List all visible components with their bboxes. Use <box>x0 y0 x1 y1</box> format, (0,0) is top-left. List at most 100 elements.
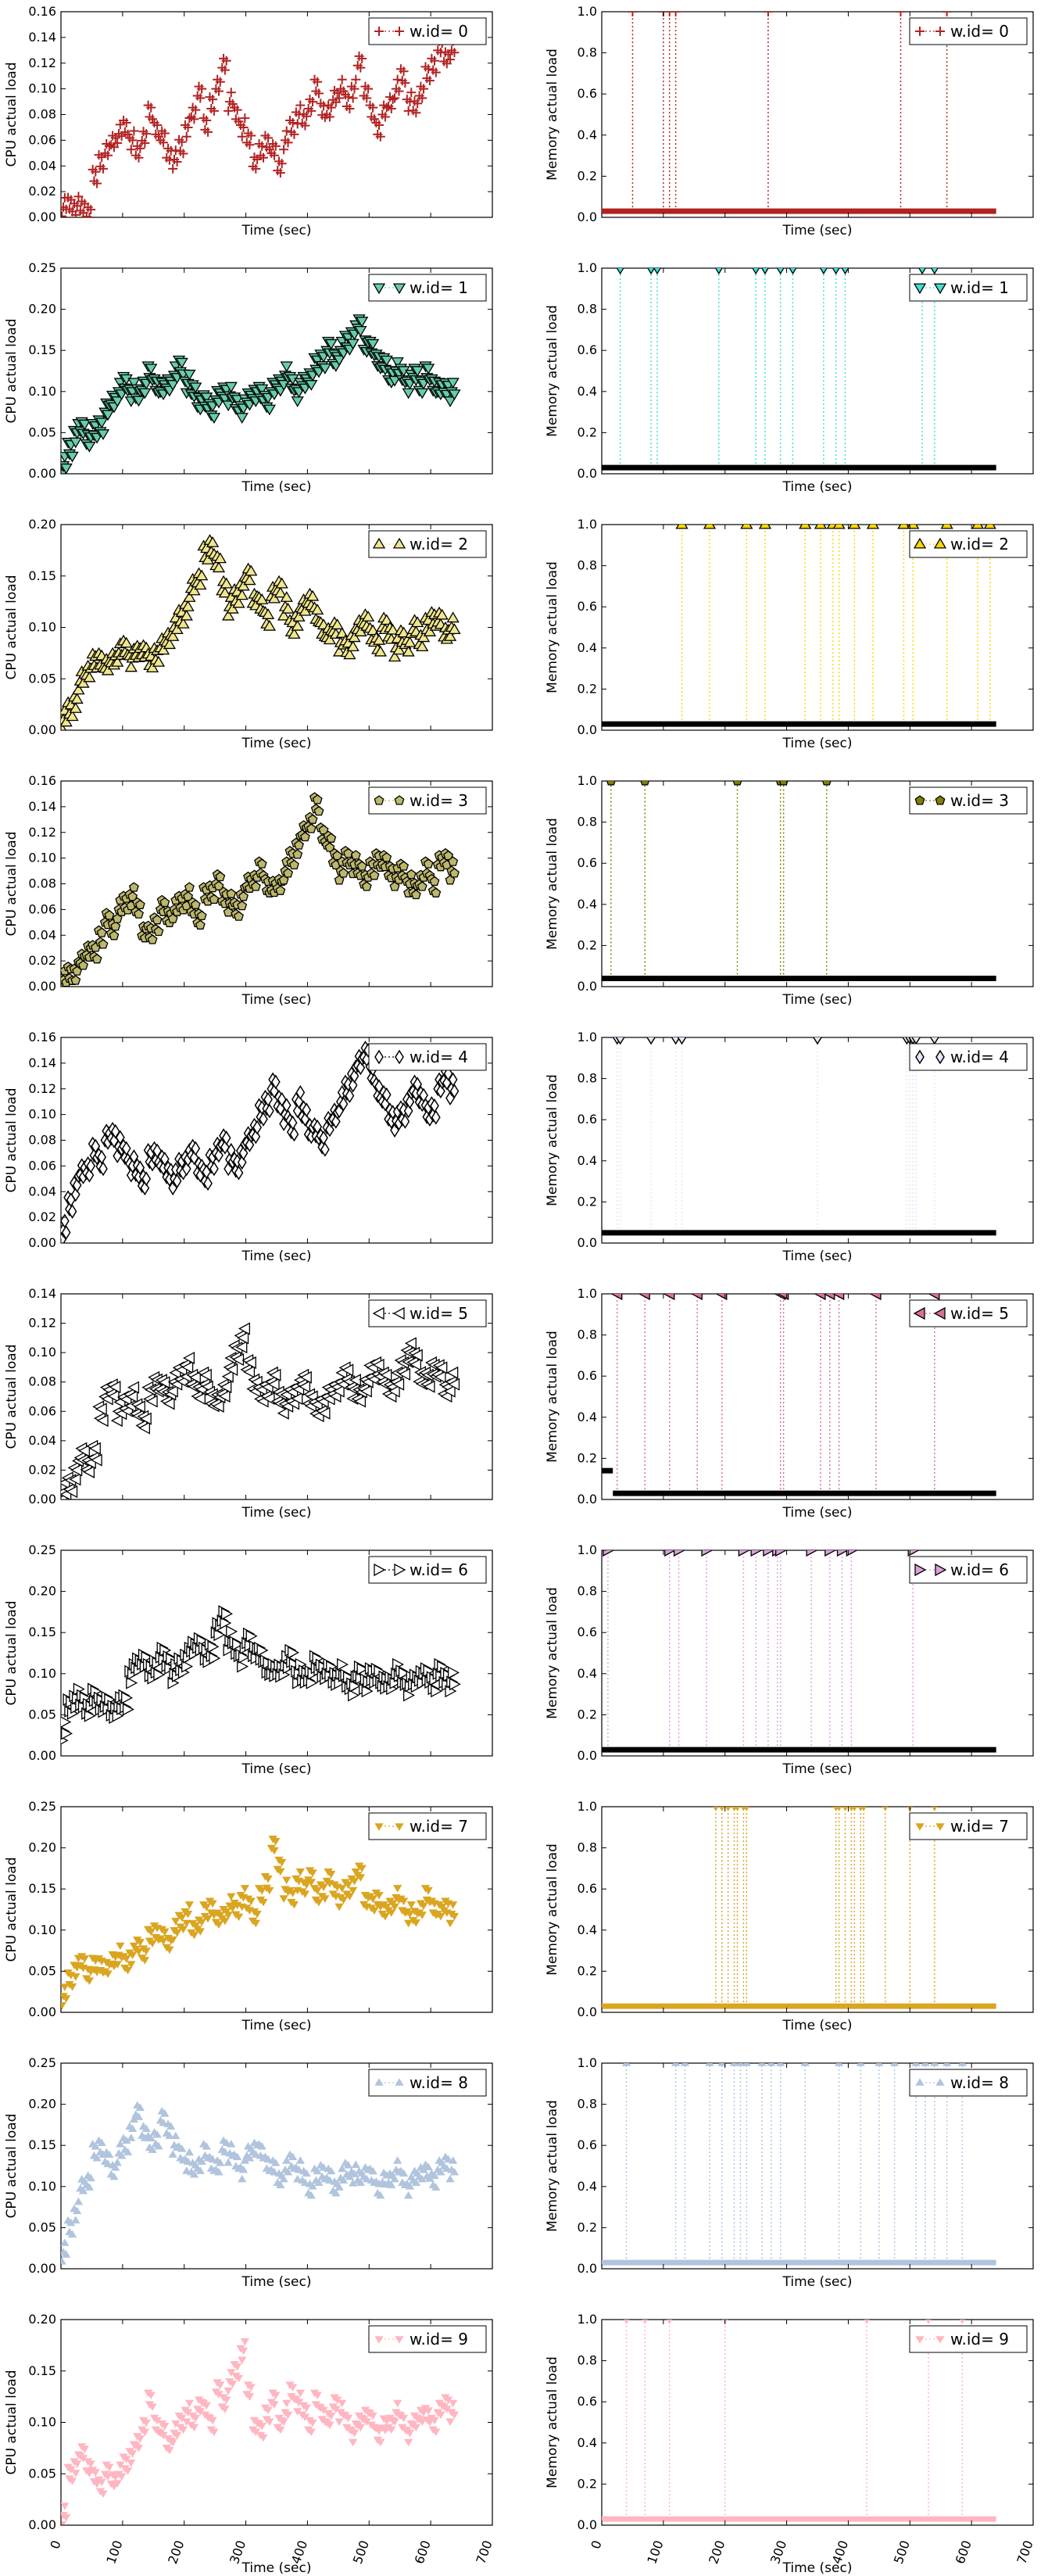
y-tick-label: 0.14 <box>28 799 56 814</box>
y-tick-label: 0.00 <box>28 2261 56 2276</box>
data-point <box>776 268 785 275</box>
data-point <box>218 1389 231 1403</box>
data-point <box>638 1294 650 1301</box>
data-point <box>78 419 91 431</box>
data-point <box>83 441 96 453</box>
chart-cpu-5: 0.00 0.02 0.04 0.06 0.08 0.10 0.12 0.14 Time (se… <box>4 1286 493 1521</box>
data-point <box>443 1385 456 1398</box>
data-point <box>123 2467 133 2475</box>
data-point <box>813 1037 822 1045</box>
data-point <box>314 1898 324 1907</box>
data-point <box>250 881 261 891</box>
data-point <box>71 2216 80 2223</box>
data-point <box>200 392 213 403</box>
data-point <box>259 1112 268 1127</box>
data-point <box>308 2419 317 2427</box>
data-point <box>356 1662 369 1675</box>
data-point <box>429 56 439 66</box>
y-tick-label: 0.6 <box>578 855 597 870</box>
y-tick-label: 0.00 <box>28 210 56 224</box>
data-point <box>222 2396 231 2405</box>
data-point <box>423 858 434 869</box>
y-tick-label: 0.10 <box>28 1922 56 1937</box>
data-point <box>404 1337 417 1350</box>
data-point <box>140 2428 150 2437</box>
data-point <box>399 2169 409 2177</box>
data-point <box>430 2171 439 2180</box>
data-point <box>135 1160 145 1176</box>
data-point <box>183 369 196 381</box>
data-point <box>394 86 404 96</box>
data-point <box>359 1385 372 1398</box>
data-point <box>449 2411 460 2420</box>
y-tick-label: 0.8 <box>578 1840 597 1855</box>
data-point <box>763 1550 775 1557</box>
legend-box <box>909 1556 1028 1584</box>
data-point <box>126 1676 138 1689</box>
data-point <box>348 631 361 643</box>
y-tick-label: 0.00 <box>28 1748 56 1763</box>
data-point <box>238 1650 250 1664</box>
legend-label: w.id= 6 <box>410 1560 468 1579</box>
y-tick-label: 0.20 <box>28 1840 56 1855</box>
y-tick-label: 0.10 <box>28 2415 56 2430</box>
data-point <box>325 2176 334 2184</box>
data-point <box>409 1358 421 1371</box>
data-point <box>288 1115 298 1130</box>
data-point <box>72 2460 82 2468</box>
data-point <box>357 1865 367 1873</box>
chart-cpu-7: 0.00 0.05 0.10 0.15 0.20 0.25 Time (sec) CPU ac… <box>4 1799 493 2033</box>
data-point <box>269 150 279 160</box>
data-point <box>361 611 375 622</box>
data-point <box>96 1414 109 1428</box>
data-point <box>220 1917 230 1926</box>
y-tick-label: 0.15 <box>28 342 56 357</box>
data-point <box>132 396 145 407</box>
data-point <box>123 2148 133 2155</box>
data-point <box>308 97 318 107</box>
y-tick-label: 0.4 <box>578 2179 597 2194</box>
data-point <box>334 93 345 103</box>
data-point <box>126 145 136 155</box>
legend-marker <box>915 2336 925 2344</box>
data-point <box>203 1176 213 1191</box>
x-axis-label: Time (sec) <box>782 1249 853 1264</box>
data-point <box>270 1074 281 1090</box>
axes-frame <box>60 11 493 218</box>
data-point <box>380 1368 392 1381</box>
data-point <box>942 2063 952 2066</box>
data-point <box>97 2478 106 2487</box>
data-point <box>148 1940 157 1948</box>
y-tick-label: 0.00 <box>28 1492 56 1507</box>
data-point <box>153 1668 166 1682</box>
data-point <box>124 661 138 672</box>
data-point <box>105 2150 114 2159</box>
data-point <box>288 859 299 870</box>
data-point <box>178 149 188 159</box>
data-point <box>95 417 109 429</box>
data-point <box>431 2183 441 2191</box>
data-point <box>313 88 324 99</box>
data-point <box>424 2407 433 2415</box>
y-tick-label: 0.4 <box>578 1922 597 1937</box>
legend-marker <box>914 795 925 805</box>
x-axis-label: Time (sec) <box>241 1761 312 1777</box>
data-point <box>128 882 139 892</box>
data-point <box>181 600 195 611</box>
y-tick-label: 0.8 <box>578 558 597 573</box>
data-point <box>201 554 215 564</box>
y-tick-label: 0.2 <box>578 1963 597 1978</box>
data-point <box>911 2063 921 2066</box>
chart-memory-3: 0.0 0.2 0.4 0.6 0.8 1.0 Time (sec) Memory actua… <box>545 773 1034 1008</box>
data-point <box>925 2320 932 2324</box>
data-point <box>299 831 310 842</box>
data-point <box>109 2172 119 2180</box>
legend: w.id= 5 <box>368 1299 487 1327</box>
data-point <box>713 1807 719 1811</box>
data-point <box>86 2460 95 2468</box>
y-tick-label: 0.08 <box>28 1133 56 1148</box>
data-point <box>628 12 638 16</box>
data-point <box>449 48 460 58</box>
data-point <box>338 2399 347 2408</box>
